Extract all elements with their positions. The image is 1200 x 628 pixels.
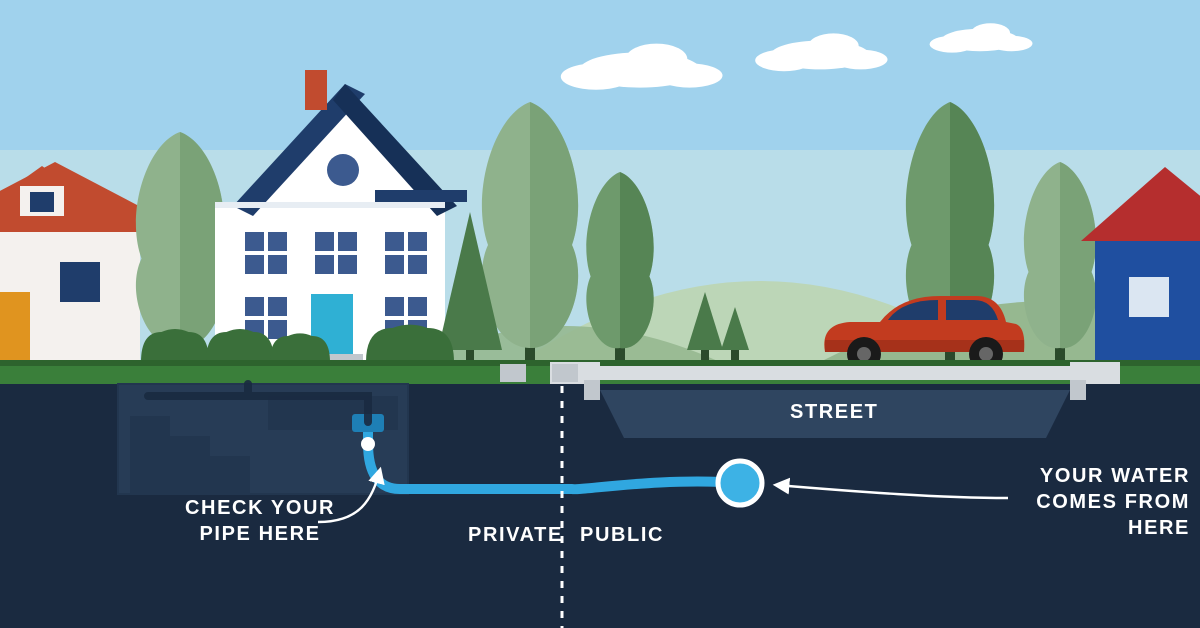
check-pipe-label: CHECK YOUR PIPE HERE	[185, 495, 335, 547]
private-zone-label: PRIVATE	[468, 522, 563, 548]
street-label: STREET	[790, 399, 879, 425]
public-zone-label: PUBLIC	[580, 522, 664, 548]
water-source-label: YOUR WATER COMES FROM HERE	[1020, 463, 1190, 541]
water-line-infographic: STREET PRIVATE PUBLIC CHECK YOUR PIPE HE…	[0, 0, 1200, 628]
